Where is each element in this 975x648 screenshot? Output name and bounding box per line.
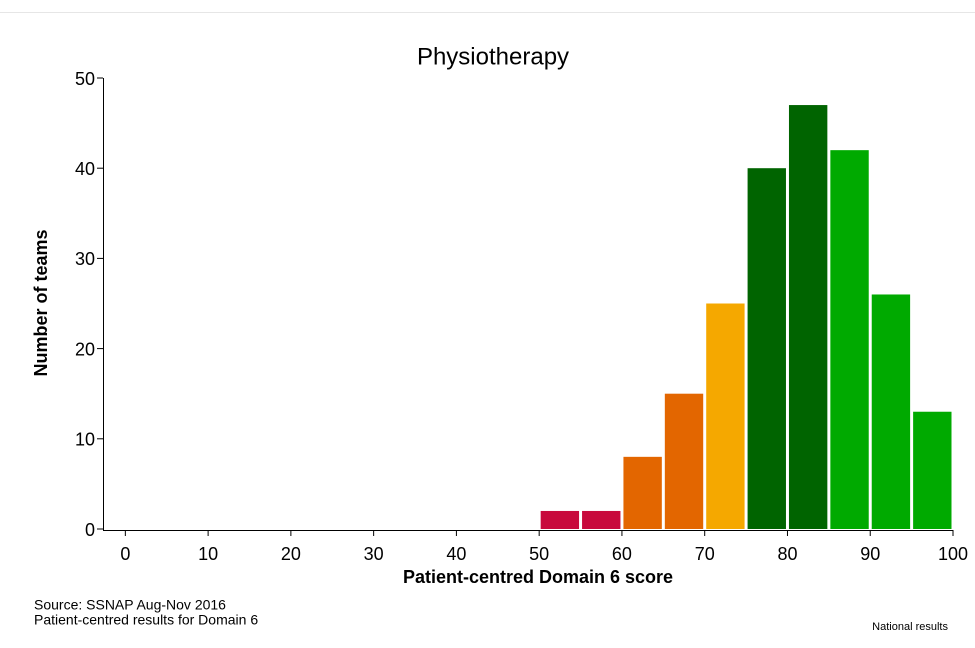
y-tick-label: 10 (75, 430, 95, 450)
y-tick-label: 50 (75, 69, 95, 89)
x-tick-label: 60 (612, 544, 632, 564)
x-tick-label: 90 (860, 544, 880, 564)
x-tick-label: 70 (695, 544, 715, 564)
chart-title: Physiotherapy (417, 43, 569, 70)
x-tick-label: 50 (529, 544, 549, 564)
bar (871, 294, 911, 529)
x-tick-label: 20 (281, 544, 301, 564)
bar (540, 510, 580, 529)
x-tick-label: 100 (938, 544, 968, 564)
bar (664, 393, 704, 529)
bar (623, 456, 662, 529)
y-axis-label: Number of teams (31, 229, 51, 376)
x-tick-label: 0 (120, 544, 130, 564)
y-tick-label: 0 (85, 520, 95, 540)
bar (788, 105, 828, 529)
x-tick-label: 40 (446, 544, 466, 564)
bar (582, 510, 621, 529)
x-tick-label: 80 (777, 544, 797, 564)
y-tick-label: 20 (75, 339, 95, 359)
x-tick-label: 30 (364, 544, 384, 564)
x-axis-label: Patient-centred Domain 6 score (403, 567, 673, 587)
bar (747, 168, 786, 529)
source-note: Source: SSNAP Aug-Nov 2016 (34, 597, 226, 613)
bar (913, 411, 952, 529)
bar (706, 303, 745, 529)
footer-note: National results (872, 621, 948, 633)
y-tick-label: 40 (75, 159, 95, 179)
y-tick-label: 30 (75, 249, 95, 269)
note: Patient-centred results for Domain 6 (34, 612, 258, 628)
bar (830, 150, 869, 529)
x-tick-label: 10 (198, 544, 218, 564)
